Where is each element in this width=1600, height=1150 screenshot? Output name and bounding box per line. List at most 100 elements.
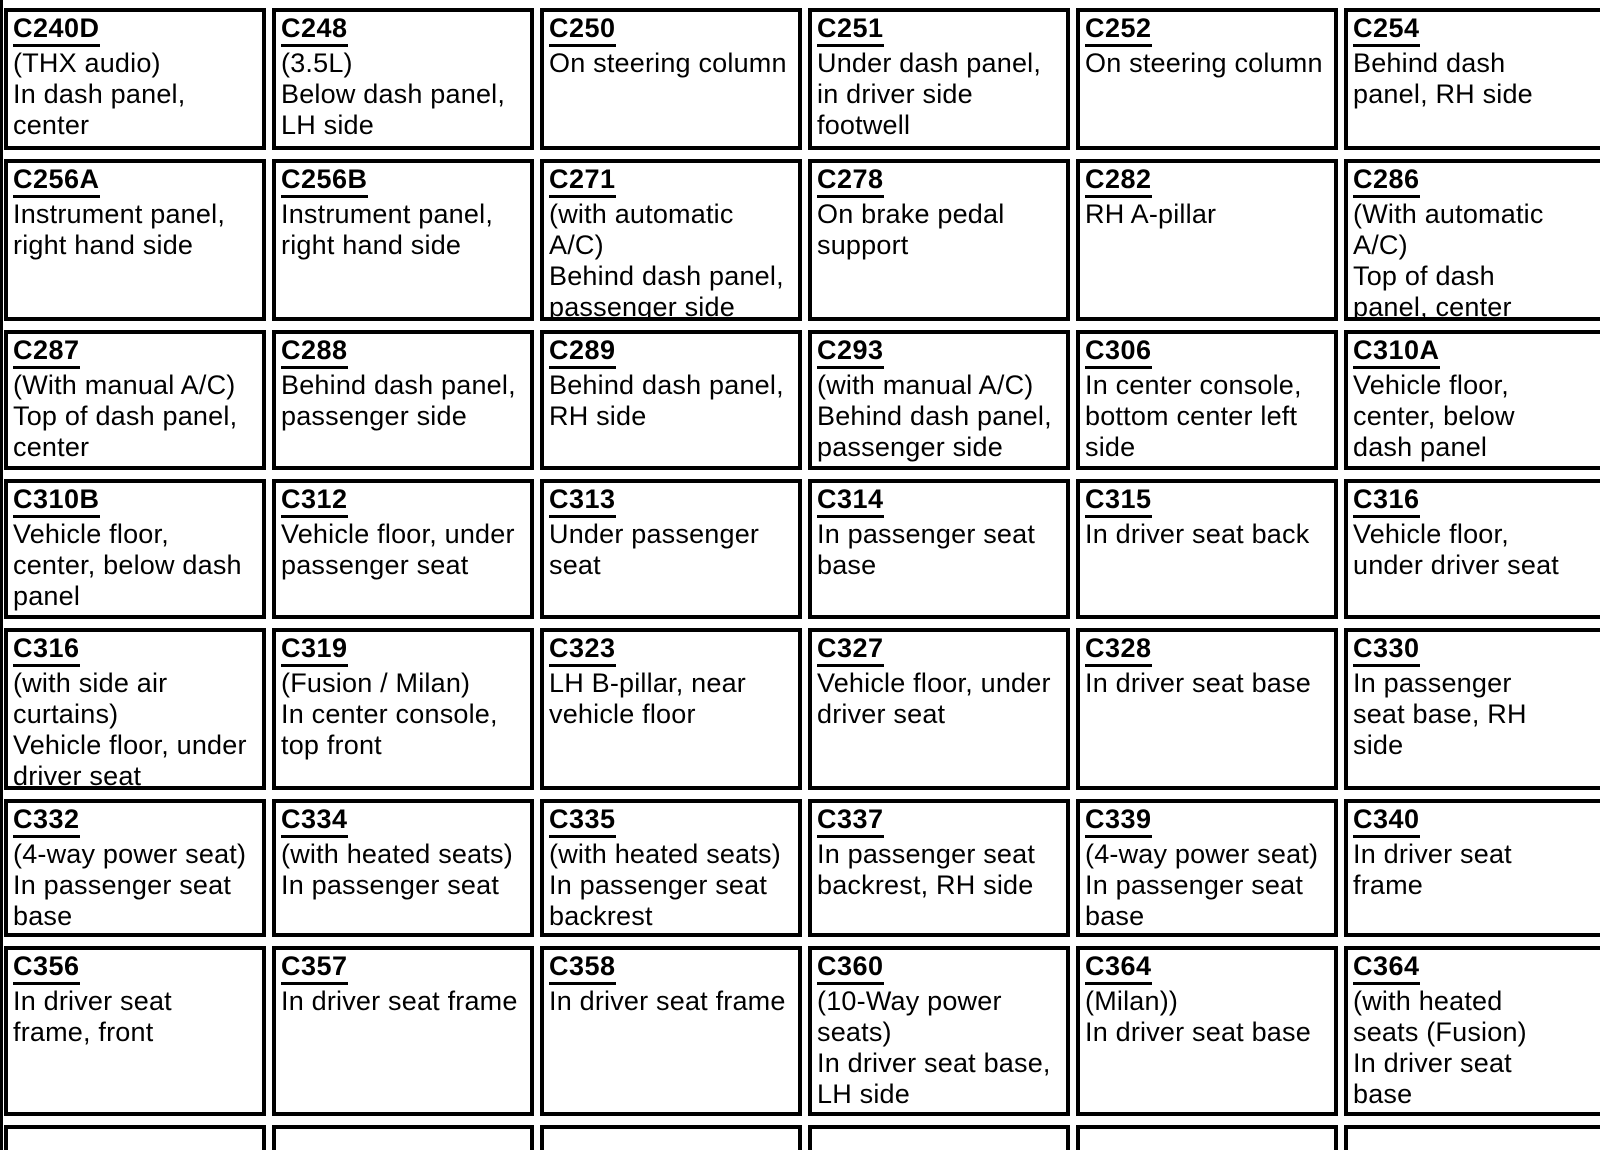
connector-location: Under passenger seat: [549, 519, 760, 580]
connector-code: C335: [549, 804, 616, 838]
connector-cell: C252 On steering column: [1076, 8, 1338, 150]
connector-location: In driver seat frame, front: [13, 986, 172, 1047]
connector-code: C314: [817, 484, 884, 518]
connector-cell: C356 In driver seat frame, front: [4, 946, 266, 1116]
page-left-border: [0, 0, 3, 1150]
connector-location: On brake pedal support: [817, 199, 1005, 260]
connector-location: In driver seat frame: [549, 986, 786, 1016]
connector-cell: C323 LH B-pillar, near vehicle floor: [540, 628, 802, 790]
connector-cell: C327 Vehicle floor, under driver seat: [808, 628, 1070, 790]
connector-location: Vehicle floor, under driver seat: [1353, 519, 1560, 580]
connector-cell: C310B Vehicle floor, center, below dash p…: [4, 479, 266, 619]
connector-cell: C254 Behind dash panel, RH side: [1344, 8, 1600, 150]
connector-code: C357: [281, 951, 348, 985]
connector-code: C337: [817, 804, 884, 838]
connector-cell: C278 On brake pedal support: [808, 159, 1070, 321]
connector-cell: C282 RH A-pillar: [1076, 159, 1338, 321]
connector-location: Behind dash panel, passenger side: [281, 370, 516, 431]
connector-code: C286: [1353, 164, 1420, 198]
connector-cell: C293 (with manual A/C) Behind dash panel,…: [808, 330, 1070, 470]
connector-code: C282: [1085, 164, 1152, 198]
connector-cell: C314 In passenger seat base: [808, 479, 1070, 619]
connector-code: C256A: [13, 164, 100, 198]
connector-cell: C358 In driver seat frame: [540, 946, 802, 1116]
connector-location: LH B-pillar, near vehicle floor: [549, 668, 746, 729]
connector-code: C287: [13, 335, 80, 369]
connector-location: (With automatic A/C) Top of dash panel, …: [1353, 199, 1544, 321]
connector-cell: C313 Under passenger seat: [540, 479, 802, 619]
connector-code: C323: [549, 633, 616, 667]
connector-location: In driver seat frame: [1353, 839, 1512, 900]
connector-code: C278: [817, 164, 884, 198]
connector-cell: C316 Vehicle floor, under driver seat: [1344, 479, 1600, 619]
connector-cell: C334 (with heated seats) In passenger sea…: [272, 799, 534, 937]
connector-code: C339: [1085, 804, 1152, 838]
connector-location: (with heated seats) In passenger seat ba…: [549, 839, 781, 931]
connector-location: In driver seat base: [1085, 668, 1311, 698]
connector-code: C256B: [281, 164, 368, 198]
connector-cell: C364 (Milan)) In driver seat base: [1076, 946, 1338, 1116]
connector-cell: [272, 1125, 534, 1150]
connector-code: C316: [1353, 484, 1420, 518]
connector-code: C334: [281, 804, 348, 838]
connector-location: On steering column: [1085, 48, 1323, 78]
connector-location: (4-way power seat) In passenger seat bas…: [13, 839, 247, 931]
connector-cell: C339 (4-way power seat) In passenger seat…: [1076, 799, 1338, 937]
connector-cell: C287 (With manual A/C) Top of dash panel,…: [4, 330, 266, 470]
connector-cell: [808, 1125, 1070, 1150]
connector-code: C289: [549, 335, 616, 369]
connector-cell: [540, 1125, 802, 1150]
connector-cell: C288 Behind dash panel, passenger side: [272, 330, 534, 470]
connector-cell: C364 (with heated seats (Fusion) In drive…: [1344, 946, 1600, 1116]
connector-location: (with automatic A/C) Behind dash panel, …: [549, 199, 784, 321]
connector-code: C251: [817, 13, 884, 47]
connector-cell: C340 In driver seat frame: [1344, 799, 1600, 937]
connector-code: C315: [1085, 484, 1152, 518]
connector-code: C330: [1353, 633, 1420, 667]
connector-cell: C240D (THX audio) In dash panel, center: [4, 8, 266, 150]
connector-cell: [4, 1125, 266, 1150]
connector-code: C332: [13, 804, 80, 838]
connector-location: Under dash panel, in driver side footwel…: [817, 48, 1042, 140]
connector-cell: [1344, 1125, 1600, 1150]
connector-cell: C335 (with heated seats) In passenger sea…: [540, 799, 802, 937]
connector-code: C252: [1085, 13, 1152, 47]
connector-location: Behind dash panel, RH side: [1353, 48, 1533, 109]
connector-cell: C360 (10-Way power seats) In driver seat …: [808, 946, 1070, 1116]
connector-location: (With manual A/C) Top of dash panel, cen…: [13, 370, 238, 462]
connector-location: (with manual A/C) Behind dash panel, pas…: [817, 370, 1052, 462]
connector-code: C271: [549, 164, 616, 198]
connector-cell: C251 Under dash panel, in driver side foo…: [808, 8, 1070, 150]
connector-code: C316: [13, 633, 80, 667]
connector-location: In driver seat back: [1085, 519, 1310, 549]
connector-code: C248: [281, 13, 348, 47]
connector-cell: C316 (with side air curtains) Vehicle flo…: [4, 628, 266, 790]
connector-cell: C256A Instrument panel, right hand side: [4, 159, 266, 321]
connector-location: Behind dash panel, RH side: [549, 370, 784, 431]
connector-location: In passenger seat base, RH side: [1353, 668, 1527, 760]
connector-location: Instrument panel, right hand side: [13, 199, 226, 260]
connector-location: Vehicle floor, under passenger seat: [281, 519, 515, 580]
connector-code: C250: [549, 13, 616, 47]
connector-cell: C312 Vehicle floor, under passenger seat: [272, 479, 534, 619]
connector-location: (Fusion / Milan) In center console, top …: [281, 668, 498, 760]
connector-cell: C357 In driver seat frame: [272, 946, 534, 1116]
connector-code: C310A: [1353, 335, 1440, 369]
connector-code: C240D: [13, 13, 100, 47]
connector-code: C358: [549, 951, 616, 985]
connector-code: C327: [817, 633, 884, 667]
connector-location: Instrument panel, right hand side: [281, 199, 494, 260]
connector-location: In center console, bottom center left si…: [1085, 370, 1302, 462]
connector-location: (3.5L) Below dash panel, LH side: [281, 48, 506, 140]
connector-cell: C271 (with automatic A/C) Behind dash pan…: [540, 159, 802, 321]
connector-location: (with heated seats (Fusion) In driver se…: [1353, 986, 1527, 1109]
connector-code: C328: [1085, 633, 1152, 667]
connector-code: C312: [281, 484, 348, 518]
connector-table: C240D (THX audio) In dash panel, center C2…: [4, 8, 1600, 1150]
connector-cell: C286 (With automatic A/C) Top of dash pan…: [1344, 159, 1600, 321]
connector-cell: C337 In passenger seat backrest, RH side: [808, 799, 1070, 937]
connector-cell: C319 (Fusion / Milan) In center console, …: [272, 628, 534, 790]
connector-location: (with heated seats) In passenger seat: [281, 839, 513, 900]
connector-cell: C289 Behind dash panel, RH side: [540, 330, 802, 470]
